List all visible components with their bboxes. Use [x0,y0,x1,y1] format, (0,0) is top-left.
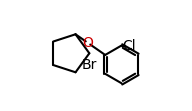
Text: O: O [83,36,94,50]
Text: Br: Br [82,58,97,72]
Text: Cl: Cl [122,39,136,53]
